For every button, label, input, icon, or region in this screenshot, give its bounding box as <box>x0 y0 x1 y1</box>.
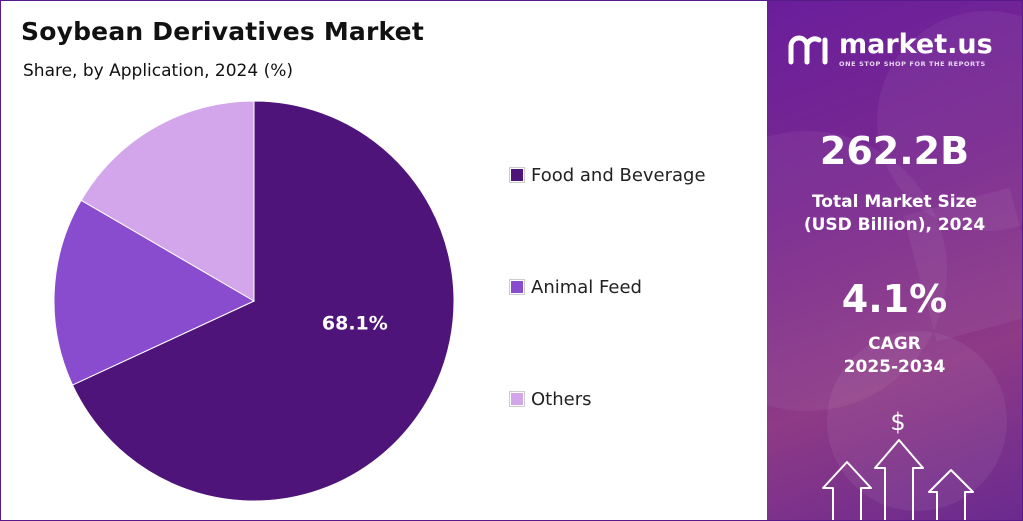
legend-swatch <box>509 279 525 295</box>
market-size-label: Total Market Size (USD Billion), 2024 <box>767 191 1022 237</box>
brand-name: market.us <box>839 29 993 60</box>
brand-tagline: ONE STOP SHOP FOR THE REPORTS <box>839 60 986 68</box>
background-decoration <box>767 11 1022 511</box>
legend-item: Animal Feed <box>509 273 706 301</box>
arrow-up-icon <box>874 439 924 520</box>
legend-label: Food and Beverage <box>531 164 706 186</box>
legend-item: Others <box>509 385 706 413</box>
legend-swatch <box>509 391 525 407</box>
pie-chart: 68.1% <box>53 100 455 502</box>
market-size-value: 262.2B <box>819 129 970 173</box>
growth-arrows-illustration: $ <box>822 408 974 520</box>
legend-label: Others <box>531 388 592 410</box>
stats-panel: market.us ONE STOP SHOP FOR THE REPORTS … <box>767 1 1022 520</box>
cagr-label-line-1: CAGR <box>868 334 921 354</box>
chart-title: Soybean Derivatives Market <box>21 17 424 46</box>
pie-slice-food-and-beverage <box>71 100 455 502</box>
cagr-value: 4.1% <box>841 277 948 321</box>
market-us-logo-icon <box>788 35 828 64</box>
chart-subtitle: Share, by Application, 2024 (%) <box>23 61 293 81</box>
pie-data-label: 68.1% <box>322 312 388 334</box>
arrow-up-icon <box>822 461 872 520</box>
legend-swatch <box>509 167 525 183</box>
pie-slice-others <box>80 100 255 302</box>
cagr-label: CAGR 2025-2034 <box>767 333 1022 379</box>
pie-slice-animal-feed <box>53 199 256 386</box>
legend-label: Animal Feed <box>531 276 642 298</box>
dollar-icon: $ <box>890 408 905 436</box>
arrow-up-icon <box>928 469 974 520</box>
market-size-label-line-1: Total Market Size <box>811 192 978 212</box>
brand: market.us ONE STOP SHOP FOR THE REPORTS <box>787 31 993 68</box>
market-size-label-line-2: (USD Billion), 2024 <box>803 215 986 235</box>
cagr-label-line-2: 2025-2034 <box>843 357 946 377</box>
legend-item: Food and Beverage <box>509 161 706 189</box>
chart-legend: Food and Beverage Animal Feed Others <box>509 161 706 497</box>
